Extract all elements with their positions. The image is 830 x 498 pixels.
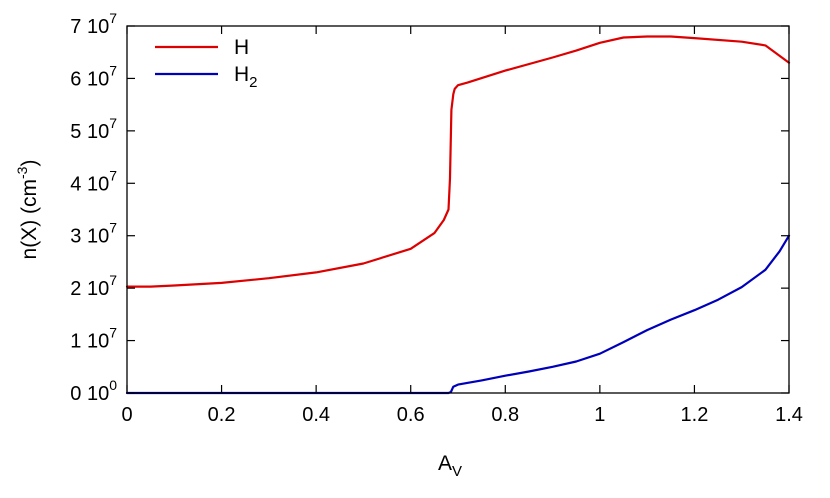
legend: HH2 bbox=[155, 36, 258, 91]
x-tick-label: 1 bbox=[594, 404, 605, 426]
y-tick-mantissa: 5 10 bbox=[70, 121, 109, 143]
legend-label-main: H bbox=[234, 63, 249, 86]
plot-area bbox=[125, 35, 791, 395]
y-tick-exponent: 7 bbox=[109, 220, 117, 236]
y-tick-label: 4 107 bbox=[70, 167, 117, 195]
y-tick-label: 1 107 bbox=[70, 325, 117, 353]
y-tick-mantissa: 1 10 bbox=[70, 331, 109, 353]
x-tick-label: 1.2 bbox=[681, 404, 709, 426]
y-tick-label: 5 107 bbox=[70, 115, 117, 143]
plot-frame bbox=[126, 25, 790, 394]
y-tick-mantissa: 0 10 bbox=[70, 383, 109, 405]
x-tick-label: 0.4 bbox=[302, 404, 330, 426]
x-tick-label: 0 bbox=[121, 404, 132, 426]
x-axis-title: AV bbox=[438, 452, 462, 480]
y-tick-mantissa: 6 10 bbox=[70, 68, 109, 90]
y-tick-exponent: 7 bbox=[109, 167, 117, 183]
y-tick-label: 3 107 bbox=[70, 220, 117, 248]
legend-label-main: H bbox=[234, 36, 249, 59]
x-axis-title-main: A bbox=[438, 452, 452, 475]
y-tick-exponent: 7 bbox=[109, 62, 117, 78]
y-tick-label: 6 107 bbox=[70, 62, 117, 90]
y-tick-label: 0 100 bbox=[70, 377, 117, 405]
legend-label-h2: H2 bbox=[234, 63, 258, 91]
y-axis-title: n(X) (cm-3) bbox=[14, 160, 41, 260]
x-tick-label: 1.4 bbox=[775, 404, 803, 426]
y-tick-exponent: 7 bbox=[109, 115, 117, 131]
x-tick-label: 0.2 bbox=[208, 404, 236, 426]
y-tick-label: 2 107 bbox=[70, 272, 117, 300]
y-tick-mantissa: 7 10 bbox=[70, 16, 109, 38]
y-tick-label: 7 107 bbox=[70, 10, 117, 38]
x-axis-title-sub: V bbox=[452, 463, 462, 480]
y-tick-exponent: 0 bbox=[109, 377, 117, 393]
series-line-h bbox=[125, 35, 791, 288]
legend-label-sub: 2 bbox=[249, 74, 257, 91]
y-tick-mantissa: 3 10 bbox=[70, 226, 109, 248]
series-line-h2 bbox=[125, 234, 791, 395]
legend-label-h: H bbox=[234, 36, 249, 59]
y-tick-mantissa: 2 10 bbox=[70, 278, 109, 300]
y-axis-title-close: ) bbox=[18, 160, 41, 167]
x-tick-label: 0.6 bbox=[397, 404, 425, 426]
y-tick-exponent: 7 bbox=[109, 325, 117, 341]
y-axis-title-main: n(X) (cm bbox=[18, 179, 41, 260]
y-axis-title-sup: -3 bbox=[14, 166, 30, 179]
y-tick-mantissa: 4 10 bbox=[70, 173, 109, 195]
y-tick-exponent: 7 bbox=[109, 272, 117, 288]
y-tick-exponent: 7 bbox=[109, 10, 117, 26]
x-tick-label: 0.8 bbox=[491, 404, 519, 426]
